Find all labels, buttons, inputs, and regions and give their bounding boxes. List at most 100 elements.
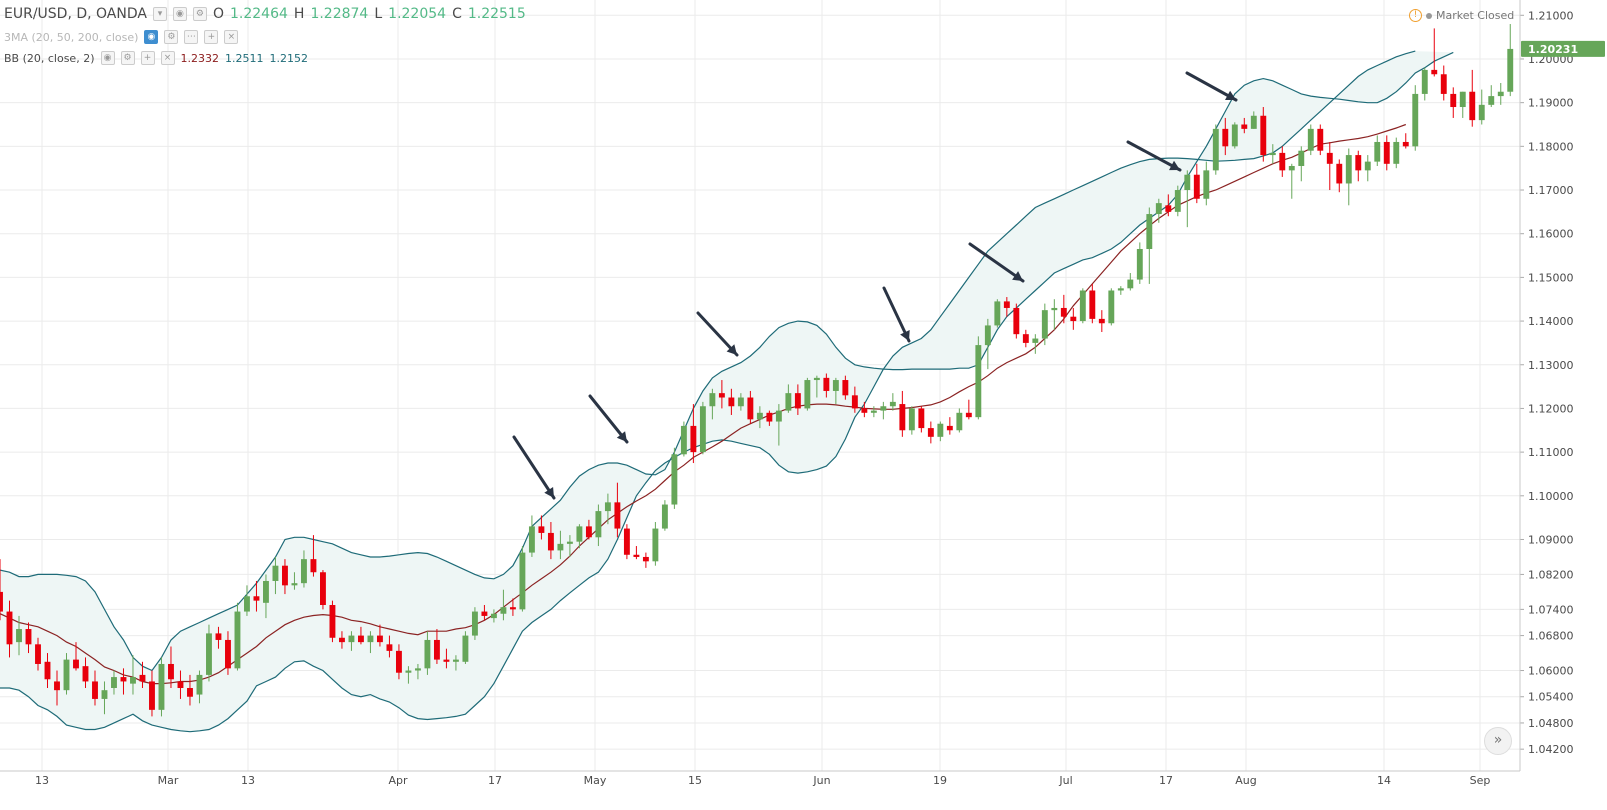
candle-body: [433, 639, 440, 660]
x-tick-label: Sep: [1470, 774, 1491, 787]
settings-icon[interactable]: ⚙: [192, 7, 207, 21]
ohlc-low-value: 1.22054: [388, 6, 447, 22]
y-tick-label: 1.16000: [1528, 228, 1574, 241]
market-status[interactable]: ! Market Closed: [1409, 9, 1514, 22]
candle-body: [1374, 141, 1381, 162]
bb-label[interactable]: BB (20, close, 2): [4, 51, 95, 65]
candle-body: [785, 393, 792, 411]
candle-body: [1507, 48, 1514, 92]
candle-body: [111, 677, 117, 689]
candle-body: [338, 637, 345, 643]
annotation-arrow: [588, 394, 629, 444]
candle-body: [376, 635, 383, 643]
candle-body: [1051, 307, 1058, 311]
candle-body: [82, 666, 89, 682]
candle-body: [386, 644, 393, 651]
bb-upper-line: [0, 51, 1454, 672]
candle-body: [956, 412, 963, 431]
candle-body: [282, 565, 288, 586]
candle-body: [357, 635, 364, 643]
candle-body: [1326, 152, 1333, 164]
candle-body: [1203, 170, 1210, 199]
candle-body: [861, 408, 868, 413]
candle-body: [1488, 96, 1495, 105]
candle-body: [576, 526, 583, 542]
candle-body: [234, 611, 241, 669]
candle-body: [528, 526, 535, 553]
chevron-down-icon[interactable]: ▾: [152, 7, 167, 21]
settings-icon[interactable]: ⚙: [164, 30, 179, 44]
bb-lower-value: 1.2152: [269, 51, 309, 65]
y-tick-label: 1.15000: [1528, 271, 1574, 284]
candle-body: [1241, 124, 1248, 129]
more-icon[interactable]: ⋯: [184, 30, 199, 44]
candle-body: [1174, 190, 1181, 212]
candle-body: [946, 425, 953, 431]
candle-body: [1193, 174, 1200, 199]
warning-icon[interactable]: !: [1409, 9, 1422, 22]
candle-body: [1032, 338, 1039, 343]
candle-body: [120, 677, 127, 682]
candle-body: [471, 611, 478, 636]
eye-icon[interactable]: ◉: [144, 30, 159, 44]
candle-body: [54, 681, 60, 691]
last-price-label: 1.20231: [1528, 43, 1578, 56]
add-icon[interactable]: +: [204, 30, 219, 44]
y-tick-label: 1.21000: [1528, 9, 1574, 22]
candle-body: [1288, 165, 1295, 171]
candle-body: [937, 423, 944, 437]
annotation-arrow: [882, 286, 911, 343]
candle-body: [519, 552, 526, 610]
y-tick-label: 1.10000: [1528, 490, 1574, 503]
candle-body: [766, 412, 773, 422]
ema-label[interactable]: 3MA (20, 50, 200, close): [4, 30, 139, 44]
y-tick-label: 1.09000: [1528, 533, 1574, 546]
x-tick-label: 17: [1159, 774, 1173, 787]
candle-body: [718, 393, 725, 398]
candle-body: [547, 532, 554, 551]
settings-icon[interactable]: ⚙: [120, 51, 135, 65]
candle-body: [1041, 310, 1048, 339]
x-tick-label: 13: [241, 774, 255, 787]
candle-body: [414, 668, 421, 671]
ohlc-close-value: 1.22515: [467, 6, 526, 22]
candle-body: [1402, 141, 1409, 147]
candle-body: [1212, 128, 1219, 171]
x-tick-label: 17: [488, 774, 502, 787]
candle-body: [994, 301, 1001, 326]
close-icon[interactable]: ×: [160, 51, 175, 65]
candle-body: [1079, 290, 1086, 322]
candle-body: [804, 380, 811, 409]
x-tick-label: Jun: [812, 774, 830, 787]
candle-body: [899, 404, 906, 431]
candle-body: [1127, 279, 1134, 289]
x-tick-label: Mar: [158, 774, 179, 787]
scroll-to-realtime-button[interactable]: »: [1484, 727, 1512, 755]
candle-body: [1355, 155, 1362, 171]
candle-body: [301, 559, 307, 584]
eye-icon[interactable]: ◉: [172, 7, 187, 21]
close-icon[interactable]: ×: [224, 30, 239, 44]
candle-body: [1317, 128, 1324, 151]
candle-body: [395, 650, 402, 673]
candle-body: [1279, 152, 1286, 171]
candle-body: [481, 611, 488, 616]
candle-body: [1250, 115, 1257, 129]
annotation-arrowhead: [1225, 90, 1236, 100]
candle-body: [139, 674, 146, 682]
candle-body: [424, 639, 431, 669]
add-icon[interactable]: +: [140, 51, 155, 65]
candle-body: [918, 408, 925, 429]
ohlc-high-value: 1.22874: [310, 6, 369, 22]
candle-body: [870, 410, 877, 413]
symbol-label[interactable]: EUR/USD, D, OANDA: [4, 6, 147, 22]
eye-icon[interactable]: ◉: [100, 51, 115, 65]
candle-body: [1108, 290, 1115, 324]
y-tick-label: 1.06000: [1528, 665, 1574, 678]
market-status-text: Market Closed: [1436, 9, 1515, 22]
candle-body: [215, 633, 222, 640]
ohlc-open-label: O: [212, 6, 224, 22]
x-tick-label: Jul: [1058, 774, 1072, 787]
